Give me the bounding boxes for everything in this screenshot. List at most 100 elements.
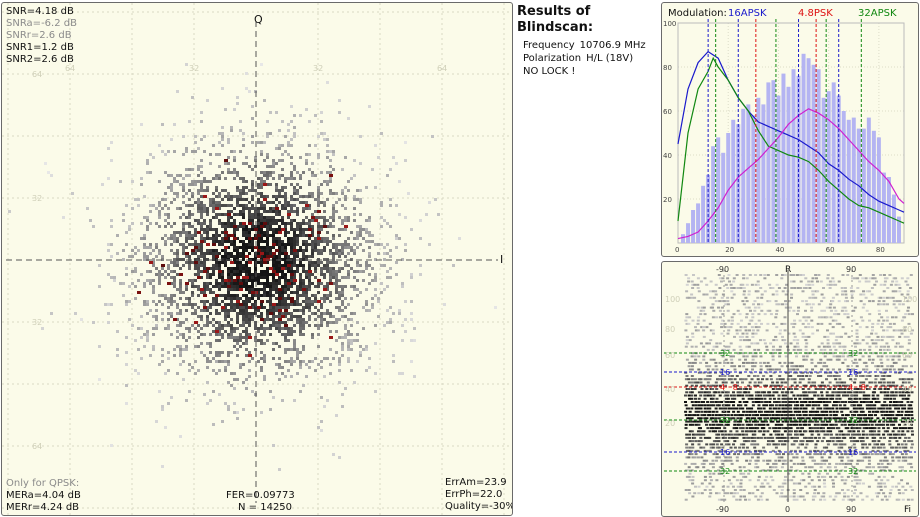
histogram-bar bbox=[811, 64, 816, 243]
snr-line: SNRa=-6.2 dB bbox=[6, 18, 77, 29]
i-tick-label: 64 bbox=[65, 64, 75, 73]
histogram-bar bbox=[691, 210, 696, 243]
constellation-hot-point bbox=[269, 267, 273, 270]
constellation-panel: 64 64 32 32 32 32 64 64 Q I SNR=4.18 dB SNRa=-6.… bbox=[1, 2, 513, 516]
frequency-value: 10706.9 MHz bbox=[579, 40, 646, 51]
phase-left-tick: 40 bbox=[665, 385, 675, 394]
constellation-hot-point bbox=[161, 264, 165, 267]
phase-amplitude-panel: 32 32 16 16 4 · 8 4 · 8 32 32 16 16 32 32 -90 R 90 -90 0… bbox=[661, 261, 919, 517]
histogram-bar bbox=[846, 119, 851, 243]
constellation-hot-point bbox=[179, 273, 183, 276]
fer-value: FER=0.09773 bbox=[226, 490, 295, 501]
constellation-hot-point bbox=[185, 252, 189, 255]
histogram-bar bbox=[896, 216, 901, 243]
phase-right-tick: 80 bbox=[902, 325, 912, 334]
constellation-hot-point bbox=[260, 225, 264, 228]
y-tick-label: 40 bbox=[663, 152, 672, 160]
constellation-hot-point bbox=[236, 276, 240, 279]
phase-right-tick: 60 bbox=[902, 351, 912, 360]
histogram-bar bbox=[701, 185, 706, 243]
phase-left-tick: 20 bbox=[665, 419, 675, 428]
histogram-bar bbox=[681, 234, 686, 243]
polarization-value: H/L (18V) bbox=[586, 53, 634, 64]
constellation-hot-point bbox=[218, 270, 222, 273]
constellation-hot-point bbox=[224, 159, 228, 162]
histogram-bar bbox=[816, 69, 821, 243]
constellation-hot-point bbox=[137, 291, 141, 294]
constellation-hot-point bbox=[272, 270, 276, 273]
x-tick-label: 0 bbox=[675, 246, 679, 254]
series-line-32apsk bbox=[677, 56, 905, 224]
histogram-bar bbox=[761, 104, 766, 244]
histogram-bar bbox=[731, 119, 736, 243]
constellation-hot-point bbox=[236, 300, 240, 303]
constellation-hot-point bbox=[311, 216, 315, 219]
constellation-hot-point bbox=[254, 246, 258, 249]
constellation-hot-point bbox=[239, 303, 243, 306]
histogram-bar bbox=[866, 117, 871, 243]
ring-label: 32 bbox=[848, 349, 858, 358]
histogram-bar bbox=[806, 58, 811, 244]
ring-label: 32 bbox=[720, 416, 730, 425]
phase-bottom-tick: 0 bbox=[785, 505, 790, 514]
y-tick-label: 20 bbox=[663, 196, 672, 204]
constellation-hot-point bbox=[224, 279, 228, 282]
ring-label: 32 bbox=[720, 349, 730, 358]
constellation-hot-point bbox=[200, 240, 204, 243]
constellation-hot-point bbox=[248, 354, 252, 357]
y-tick-label: 100 bbox=[663, 20, 676, 28]
histogram-bar bbox=[771, 80, 776, 243]
constellation-hot-point bbox=[230, 234, 234, 237]
constellation-hot-point bbox=[281, 267, 285, 270]
constellation-hot-point bbox=[197, 276, 201, 279]
constellation-hot-point bbox=[215, 207, 219, 210]
x-tick-label: 40 bbox=[775, 246, 784, 254]
phase-right-tick: 100 bbox=[902, 295, 917, 304]
constellation-hot-point bbox=[242, 222, 246, 225]
constellation-hot-point bbox=[191, 249, 195, 252]
constellation-hot-point bbox=[239, 282, 243, 285]
ring-label: 16 bbox=[848, 448, 858, 457]
constellation-hot-point bbox=[278, 288, 282, 291]
legend-48psk: 4.8PSK bbox=[798, 8, 833, 19]
ring-label: 16 bbox=[720, 368, 730, 377]
constellation-hot-point bbox=[323, 288, 327, 291]
constellation-hot-point bbox=[200, 288, 204, 291]
constellation-hot-point bbox=[227, 213, 231, 216]
histogram-bar bbox=[696, 203, 701, 243]
histogram-bar bbox=[776, 95, 781, 243]
constellation-hot-point bbox=[269, 312, 273, 315]
constellation-hot-point bbox=[245, 255, 249, 258]
legend-16apsk: 16APSK bbox=[728, 8, 767, 19]
constellation-hot-point bbox=[278, 318, 282, 321]
histogram-bar bbox=[706, 174, 711, 243]
constellation-hot-point bbox=[329, 174, 333, 177]
constellation-hot-point bbox=[272, 252, 276, 255]
constellation-hot-point bbox=[203, 195, 207, 198]
phase-left-tick: 80 bbox=[665, 325, 675, 334]
modulation-legend: Modulation: 16APSK 4.8PSK 32APSK bbox=[668, 8, 897, 19]
constellation-hot-point bbox=[248, 222, 252, 225]
axis-i-label: I bbox=[500, 253, 504, 266]
results-title: Results of Blindscan: bbox=[517, 4, 594, 35]
constellation-hot-point bbox=[215, 294, 219, 297]
x-tick-label: 60 bbox=[826, 246, 835, 254]
constellation-hot-point bbox=[197, 231, 201, 234]
constellation-hot-point bbox=[293, 279, 297, 282]
snr-line: SNRr=2.6 dB bbox=[6, 30, 72, 41]
constellation-hot-point bbox=[263, 198, 267, 201]
histogram-bar bbox=[781, 73, 786, 243]
constellation-hot-point bbox=[290, 300, 294, 303]
constellation-hot-point bbox=[263, 222, 267, 225]
ring-label: 4 · 8 bbox=[848, 383, 866, 392]
histogram-bar bbox=[886, 177, 891, 243]
constellation-hot-point bbox=[275, 273, 279, 276]
blindscan-results: Results of Blindscan: Frequency 10706.9 M… bbox=[517, 4, 657, 78]
constellation-hot-point bbox=[212, 243, 216, 246]
constellation-hot-point bbox=[260, 318, 264, 321]
constellation-hot-point bbox=[194, 261, 198, 264]
constellation-hot-point bbox=[215, 255, 219, 258]
constellation-hot-point bbox=[281, 228, 285, 231]
legend-32apsk: 32APSK bbox=[858, 8, 897, 19]
constellation-hot-point bbox=[233, 225, 237, 228]
